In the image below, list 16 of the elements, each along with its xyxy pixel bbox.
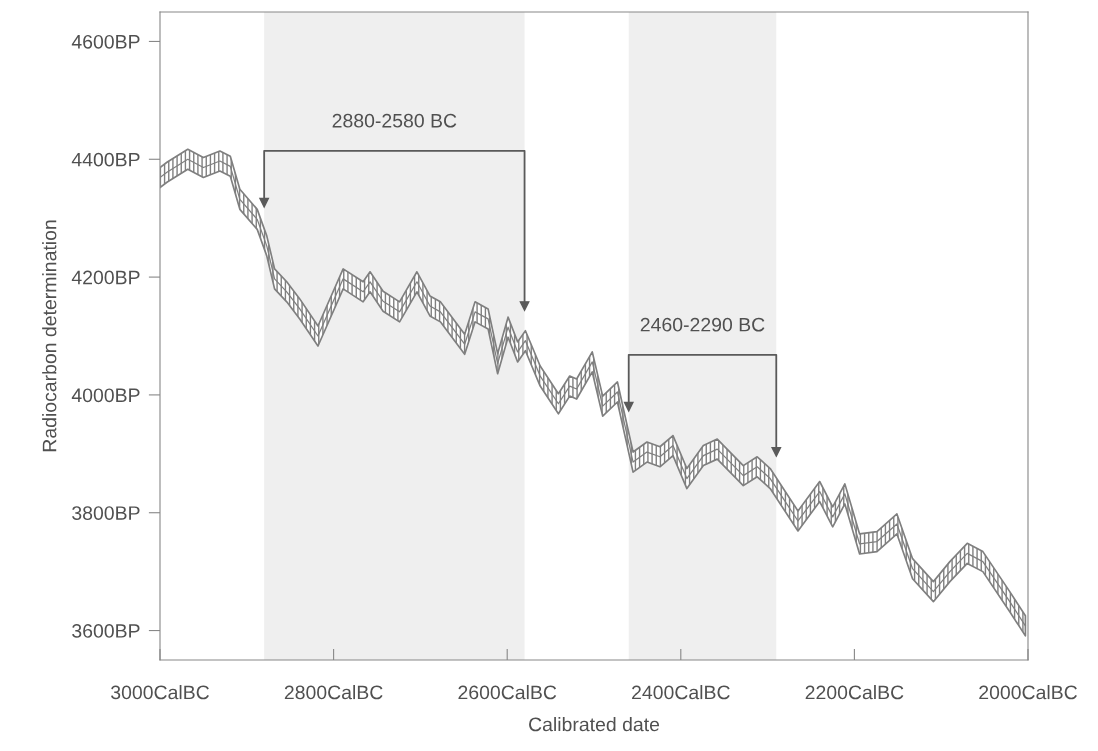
y-tick-label: 3800BP <box>72 506 140 520</box>
y-tick-label: 3600BP <box>72 624 140 638</box>
band-label: 2460-2290 BC <box>640 317 765 332</box>
x-tick-label: 2600CalBC <box>458 685 557 700</box>
y-axis-title: Radiocarbon determination <box>42 220 57 452</box>
x-tick-label: 3000CalBC <box>111 685 209 700</box>
x-tick-label: 2000CalBC <box>979 685 1077 700</box>
x-tick-label: 2800CalBC <box>284 685 383 700</box>
y-tick-label: 4600BP <box>71 34 140 49</box>
band-label: 2880-2580 BC <box>332 113 457 128</box>
x-tick-label: 2400CalBC <box>632 685 730 700</box>
y-tick-label: 4400BP <box>71 152 140 167</box>
x-tick-label: 2200CalBC <box>805 685 904 700</box>
x-axis-title: Calibrated date <box>529 717 660 732</box>
y-tick-label: 4000BP <box>71 388 140 403</box>
y-tick-label: 4200BP <box>71 270 140 285</box>
